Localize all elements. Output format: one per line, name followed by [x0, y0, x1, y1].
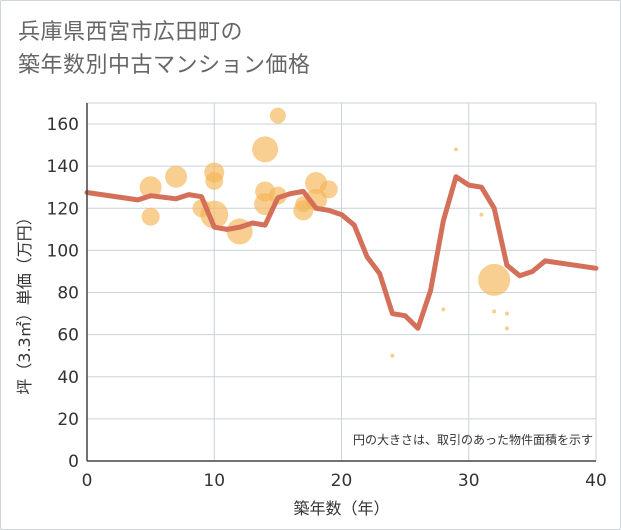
bubble-point [165, 165, 188, 188]
x-tick-label: 0 [82, 471, 93, 491]
bubble-point [269, 107, 286, 124]
tick-labels: 0 20 40 60 80 100 120 140 160 0 10 20 30 40 [47, 115, 607, 491]
average-line-series [84, 174, 599, 331]
y-tick-label: 60 [57, 326, 79, 346]
chart-title-line-2: 築年数別中古マンション価格 [18, 53, 311, 78]
axes [86, 103, 596, 462]
x-tick-label: 40 [585, 471, 607, 491]
bubble-series [139, 107, 511, 358]
chart-title: 兵庫県西宮市広田町の 築年数別中古マンション価格 [18, 16, 311, 82]
x-axis-label: 築年数（年） [293, 499, 389, 518]
y-axis-label: 坪（3.3㎡）単価（万円） [15, 209, 34, 394]
y-tick-label: 160 [47, 115, 79, 135]
y-tick-label: 120 [47, 199, 79, 219]
bubble-point [319, 180, 338, 199]
bubble-point [141, 207, 160, 226]
y-tick-label: 140 [47, 157, 79, 177]
bubble-point [390, 353, 395, 358]
bubble-point [454, 147, 459, 152]
bubble-point [478, 263, 511, 296]
average-price-line [84, 174, 599, 331]
bubble-point [479, 212, 484, 217]
chart-title-line-1: 兵庫県西宮市広田町の [18, 20, 244, 45]
y-tick-label: 0 [68, 452, 79, 472]
bubble-point [504, 326, 509, 331]
x-tick-label: 30 [458, 471, 480, 491]
bubble-point [252, 136, 279, 163]
bubble-point [504, 311, 509, 316]
y-tick-label: 80 [57, 284, 79, 304]
x-tick-label: 20 [331, 471, 353, 491]
y-tick-label: 40 [57, 368, 79, 388]
y-tick-label: 100 [47, 241, 79, 261]
bubble-point [492, 309, 497, 314]
grid-lines [86, 102, 597, 462]
size-note: 円の大きさは、取引のあった物件面積を示す [353, 432, 593, 447]
bubble-point [205, 171, 224, 190]
bubble-point [139, 176, 162, 199]
y-tick-label: 20 [57, 410, 79, 430]
bubble-point [441, 307, 446, 312]
x-tick-label: 10 [203, 471, 225, 491]
